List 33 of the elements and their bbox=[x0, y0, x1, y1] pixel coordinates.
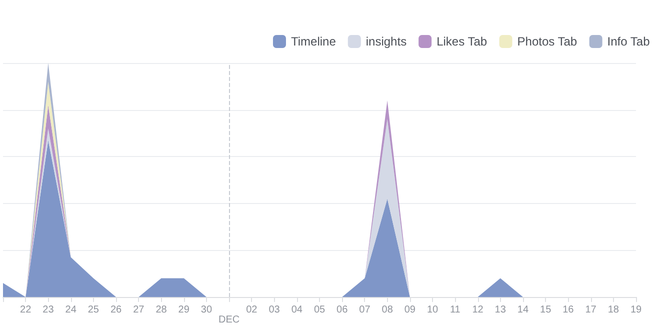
x-tick-label: 09 bbox=[404, 304, 416, 316]
legend-label: Info Tab bbox=[607, 34, 650, 48]
x-tick-label: 30 bbox=[200, 304, 212, 316]
x-tick-label: 17 bbox=[585, 304, 597, 316]
x-tick-label: 02 bbox=[246, 304, 258, 316]
x-tick-label: 16 bbox=[562, 304, 574, 316]
x-tick-label: 07 bbox=[359, 304, 371, 316]
x-tick-label: 22 bbox=[20, 304, 32, 316]
x-tick-label: 05 bbox=[314, 304, 326, 316]
x-tick-label: 27 bbox=[133, 304, 145, 316]
x-tick-label: 15 bbox=[540, 304, 552, 316]
x-tick-label: 08 bbox=[382, 304, 394, 316]
legend-label: Likes Tab bbox=[436, 34, 488, 48]
x-tick-label: 12 bbox=[472, 304, 484, 316]
x-tick-label: 23 bbox=[42, 304, 54, 316]
x-tick-label: 28 bbox=[156, 304, 168, 316]
x-tick-label: 06 bbox=[336, 304, 348, 316]
x-tick-label: 14 bbox=[517, 304, 529, 316]
x-tick-label: 29 bbox=[178, 304, 190, 316]
x-tick-label: 26 bbox=[110, 304, 122, 316]
x-tick-label: 04 bbox=[291, 304, 303, 316]
legend-label: Timeline bbox=[290, 34, 336, 48]
x-tick-label: 03 bbox=[268, 304, 280, 316]
x-tick-label: 11 bbox=[450, 304, 461, 316]
x-tick-label: 19 bbox=[630, 304, 642, 316]
legend-label: insights bbox=[366, 34, 407, 48]
x-tick-label: 18 bbox=[608, 304, 620, 316]
x-tick-label: 24 bbox=[65, 304, 77, 316]
x-tick-label: 10 bbox=[426, 304, 439, 316]
x-tick-label: DEC bbox=[218, 314, 240, 326]
x-tick-label: 13 bbox=[494, 304, 506, 316]
legend-label: Photos Tab bbox=[517, 34, 578, 48]
x-tick-label: 25 bbox=[88, 304, 100, 316]
